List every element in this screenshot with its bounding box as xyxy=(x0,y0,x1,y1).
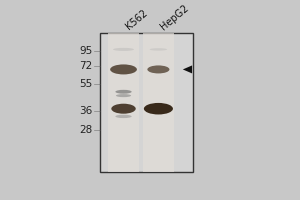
Text: 55: 55 xyxy=(79,79,92,89)
Ellipse shape xyxy=(144,103,173,114)
Text: HepG2: HepG2 xyxy=(158,3,190,32)
Bar xyxy=(108,33,139,172)
Text: 95: 95 xyxy=(79,46,92,56)
Ellipse shape xyxy=(113,48,134,51)
Text: K562: K562 xyxy=(124,8,149,32)
Text: 72: 72 xyxy=(79,61,92,71)
Bar xyxy=(100,33,193,172)
Ellipse shape xyxy=(150,48,167,51)
Ellipse shape xyxy=(111,104,136,114)
Polygon shape xyxy=(183,65,192,73)
Ellipse shape xyxy=(116,115,132,118)
Ellipse shape xyxy=(147,65,170,73)
Ellipse shape xyxy=(110,64,137,74)
Ellipse shape xyxy=(116,90,132,94)
Ellipse shape xyxy=(116,94,131,97)
Text: 36: 36 xyxy=(79,106,92,116)
Text: 28: 28 xyxy=(79,125,92,135)
Bar xyxy=(143,33,173,172)
